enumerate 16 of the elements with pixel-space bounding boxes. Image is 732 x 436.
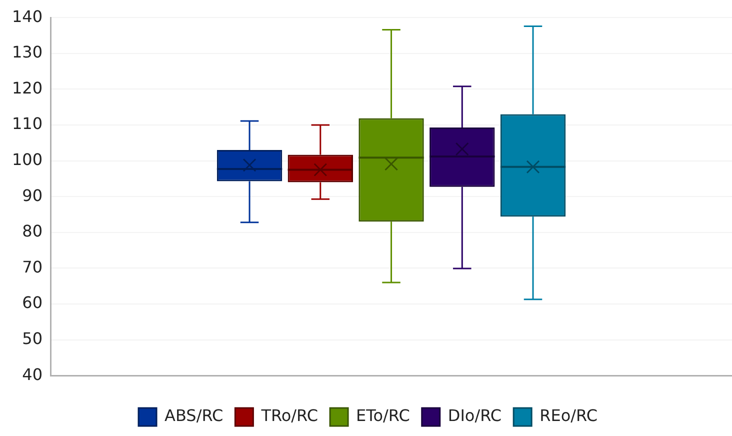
y-tick-label: 120 — [12, 78, 43, 98]
legend-label: ABS/RC — [164, 406, 224, 426]
y-tick-label: 130 — [12, 42, 43, 62]
legend-label: TRo/RC — [260, 406, 318, 426]
y-tick-label: 50 — [22, 328, 43, 348]
y-tick-label: 90 — [22, 186, 43, 205]
y-tick-label: 140 — [12, 6, 43, 26]
legend-label: REo/RC — [540, 406, 598, 426]
y-tick-label: 80 — [22, 222, 43, 241]
y-tick-label: 100 — [12, 150, 43, 169]
y-tick-label: 110 — [12, 114, 43, 134]
legend-label: ETo/RC — [356, 406, 410, 426]
y-tick-label: 60 — [22, 293, 43, 312]
y-tick-label: 40 — [22, 364, 43, 384]
y-tick-label: 70 — [22, 257, 43, 276]
legend-label: DIo/RC — [448, 406, 502, 426]
